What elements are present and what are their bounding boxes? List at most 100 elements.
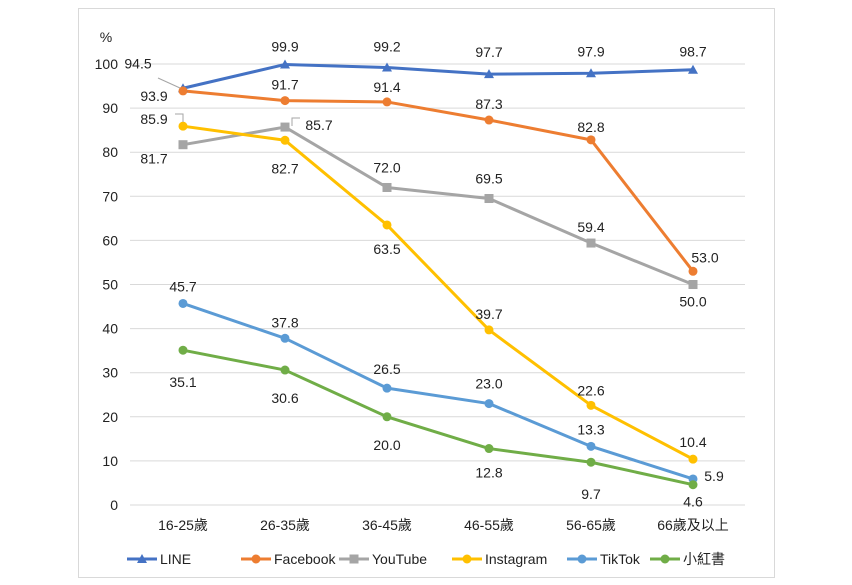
- data-label: 82.8: [577, 119, 604, 135]
- data-label: 45.7: [169, 278, 196, 294]
- series-line-YouTube: [182, 125, 694, 286]
- data-point: [382, 383, 392, 393]
- chart-frame: [78, 8, 775, 578]
- data-point: [178, 121, 188, 131]
- data-label: 26.5: [373, 361, 400, 377]
- legend-label: Facebook: [274, 551, 336, 567]
- data-point: [484, 115, 494, 125]
- data-label: 35.1: [169, 374, 196, 390]
- x-tick-label: 16-25歲: [158, 517, 208, 533]
- x-tick-label: 56-65歲: [566, 517, 616, 533]
- legend-item-1: Facebook: [241, 551, 336, 567]
- data-point: [484, 399, 494, 409]
- data-label: 5.9: [704, 468, 724, 484]
- legend-label: YouTube: [372, 551, 427, 567]
- x-tick-label: 26-35歲: [260, 517, 310, 533]
- data-label: 85.7: [305, 117, 332, 133]
- data-label: 50.0: [679, 294, 706, 310]
- leader-line: [291, 117, 300, 126]
- data-point: [280, 365, 290, 375]
- data-label: 4.6: [683, 494, 703, 510]
- x-tick-label: 36-45歲: [362, 517, 412, 533]
- data-label: 97.9: [577, 43, 604, 59]
- data-label: 72.0: [373, 159, 400, 175]
- data-point: [382, 62, 392, 72]
- y-tick-label: 90: [102, 100, 118, 116]
- legend-marker: [577, 554, 587, 564]
- data-point: [484, 194, 494, 204]
- data-point: [688, 480, 698, 490]
- data-point: [688, 64, 698, 74]
- data-label: 85.9: [140, 111, 167, 127]
- data-label: 91.7: [271, 77, 298, 93]
- data-point: [178, 86, 188, 96]
- data-point: [688, 454, 698, 464]
- legend-item-5: 小紅書: [650, 551, 725, 567]
- data-label: 13.3: [577, 421, 604, 437]
- y-tick-label: 10: [102, 453, 118, 469]
- data-label: 91.4: [373, 79, 400, 95]
- legend-label: Instagram: [485, 551, 547, 567]
- data-point: [586, 400, 596, 410]
- data-label: 81.7: [140, 151, 167, 167]
- legend-label: TikTok: [600, 551, 641, 567]
- data-label: 59.4: [577, 219, 604, 235]
- data-point: [484, 444, 494, 454]
- y-tick-label: 50: [102, 277, 118, 293]
- data-label: 97.7: [475, 44, 502, 60]
- data-point: [382, 182, 392, 192]
- data-point: [586, 238, 596, 248]
- y-axis-label: %: [100, 29, 112, 45]
- data-label: 53.0: [691, 249, 718, 265]
- data-label: 22.6: [577, 382, 604, 398]
- series-line-小紅書: [182, 348, 694, 487]
- data-point: [586, 135, 596, 145]
- legend-marker: [349, 554, 359, 564]
- data-point: [280, 59, 290, 69]
- data-point: [586, 68, 596, 78]
- y-tick-label: 30: [102, 365, 118, 381]
- legend-marker: [251, 554, 261, 564]
- legend-label: LINE: [160, 551, 191, 567]
- data-label: 10.4: [679, 434, 706, 450]
- series-line-TikTok: [182, 302, 694, 481]
- legend-marker: [137, 554, 147, 563]
- data-label: 94.5: [124, 55, 151, 71]
- y-tick-label: 80: [102, 144, 118, 160]
- data-label: 20.0: [373, 437, 400, 453]
- y-tick-label: 40: [102, 321, 118, 337]
- legend-marker: [462, 554, 472, 564]
- data-point: [280, 135, 290, 145]
- y-tick-label: 0: [110, 497, 118, 513]
- y-tick-label: 70: [102, 188, 118, 204]
- x-tick-label: 46-55歲: [464, 517, 514, 533]
- data-point: [586, 441, 596, 451]
- legend-item-3: Instagram: [452, 551, 547, 567]
- data-label: 37.8: [271, 314, 298, 330]
- data-label: 63.5: [373, 241, 400, 257]
- data-point: [382, 97, 392, 107]
- data-point: [280, 333, 290, 343]
- series-line-LINE: [182, 62, 694, 90]
- data-label: 30.6: [271, 390, 298, 406]
- data-label: 82.7: [271, 160, 298, 176]
- legend-item-4: TikTok: [567, 551, 641, 567]
- data-label: 39.7: [475, 306, 502, 322]
- series-line-Facebook: [182, 89, 695, 273]
- data-point: [382, 412, 392, 422]
- data-label: 87.3: [475, 96, 502, 112]
- data-label: 99.2: [373, 39, 400, 55]
- y-tick-label: 60: [102, 232, 118, 248]
- series-line-Instagram: [182, 124, 694, 461]
- legend-item-2: YouTube: [339, 551, 427, 567]
- legend-item-0: LINE: [127, 551, 191, 567]
- legend-label: 小紅書: [683, 551, 725, 567]
- data-point: [484, 69, 494, 79]
- data-label: 12.8: [475, 465, 502, 481]
- data-point: [178, 345, 188, 355]
- data-point: [280, 96, 290, 106]
- y-tick-label: 20: [102, 409, 118, 425]
- data-point: [382, 220, 392, 230]
- x-tick-label: 66歲及以上: [657, 517, 729, 533]
